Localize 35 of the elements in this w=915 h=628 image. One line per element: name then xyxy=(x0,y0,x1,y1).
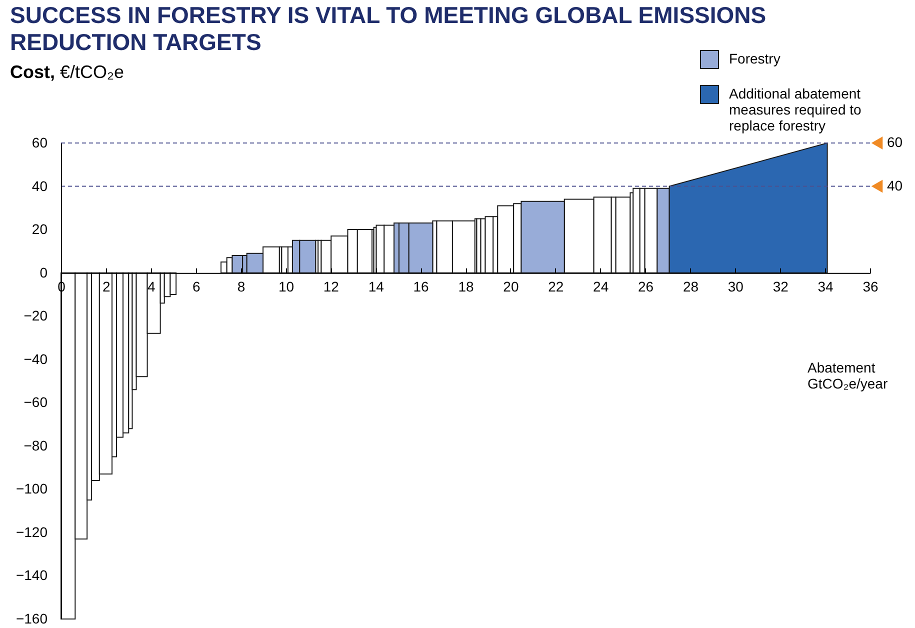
x-tick-label: 26 xyxy=(638,278,654,294)
x-tick-label: 4 xyxy=(147,278,156,294)
y-tick-label: −160 xyxy=(16,610,48,626)
y-tick-label: −40 xyxy=(24,350,48,367)
x-axis-title: Abatement GtCO₂e/year xyxy=(808,359,888,392)
ref-line-label: 40 xyxy=(887,177,903,194)
y-tick-label: −120 xyxy=(16,524,48,540)
y-tick-label: −20 xyxy=(24,308,48,324)
y-tick-label: 0 xyxy=(40,264,48,280)
y-tick-label: 20 xyxy=(32,221,48,238)
x-tick-label: 8 xyxy=(237,278,246,294)
x-tick-label: 28 xyxy=(682,278,699,294)
x-tick-label: 32 xyxy=(772,278,789,294)
x-tick-label: 20 xyxy=(503,278,519,294)
x-tick-label: 30 xyxy=(728,278,744,294)
legend-label: Additional abatement measures required to replace forestry xyxy=(729,86,862,134)
y-tick-label: −60 xyxy=(24,394,48,410)
y-tick-label: 40 xyxy=(32,178,48,194)
x-tick-label: 10 xyxy=(278,278,294,294)
y-tick-label: −100 xyxy=(16,480,48,497)
x-tick-label: 24 xyxy=(593,278,609,294)
x-tick-label: 16 xyxy=(413,278,430,294)
x-tick-label: 6 xyxy=(192,278,200,294)
y-tick-label: 60 xyxy=(32,134,48,150)
x-tick-label: 34 xyxy=(818,278,834,294)
x-tick-label: 12 xyxy=(323,278,340,294)
y-axis-title: Cost, €/tCO₂e xyxy=(10,62,124,83)
x-tick-label: 18 xyxy=(458,278,474,294)
y-tick-label: −80 xyxy=(24,437,48,454)
x-tick-label: 14 xyxy=(368,278,384,294)
y-tick-label: −140 xyxy=(16,567,48,584)
x-tick-label: 36 xyxy=(862,278,878,294)
x-tick-label: 22 xyxy=(548,278,564,294)
ref-line-label: 60 xyxy=(887,134,903,150)
x-tick-label: 2 xyxy=(102,278,111,294)
